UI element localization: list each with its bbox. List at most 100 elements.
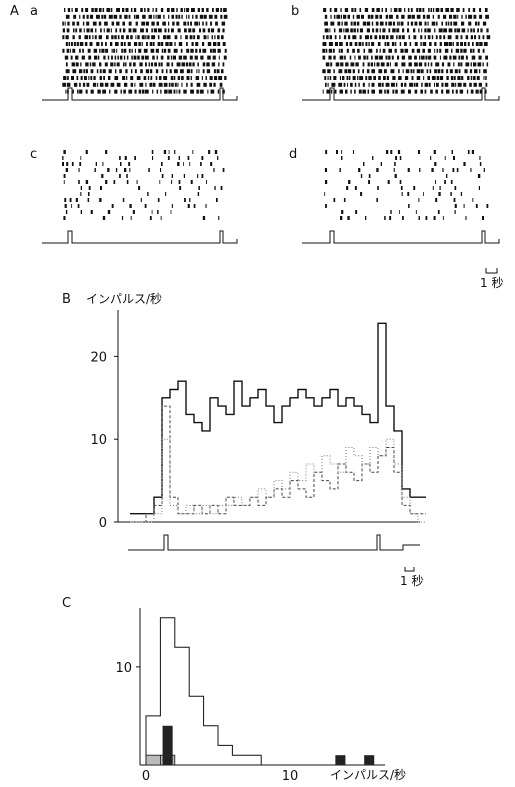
spike-mark: [402, 216, 404, 220]
spike-mark: [345, 42, 348, 46]
spike-mark: [101, 48, 105, 53]
spike-mark: [65, 14, 70, 19]
spike-mark: [133, 8, 137, 12]
spike-mark: [217, 89, 220, 94]
spike-mark: [167, 156, 170, 160]
spike-mark: [73, 42, 76, 46]
spike-mark: [422, 42, 427, 46]
spike-mark: [354, 55, 356, 60]
spike-mark: [110, 42, 113, 46]
spike-mark: [92, 21, 97, 26]
spike-mark: [378, 82, 382, 87]
spike-mark: [436, 76, 440, 80]
stimulus-trace: [302, 87, 500, 101]
spike-mark: [192, 62, 195, 67]
spike-mark: [470, 89, 474, 94]
spike-mark: [116, 21, 120, 26]
spike-mark: [450, 8, 454, 12]
spike-mark: [191, 42, 194, 46]
spike-mark: [460, 62, 463, 67]
spike-mark: [395, 156, 397, 160]
spike-mark: [346, 76, 349, 80]
spike-mark: [171, 180, 173, 184]
spike-mark: [99, 69, 102, 74]
spike-mark: [325, 82, 327, 87]
spike-mark: [113, 14, 118, 19]
spike-mark: [348, 180, 351, 184]
spike-mark: [418, 8, 422, 12]
spike-mark: [384, 69, 387, 74]
spike-mark: [85, 89, 88, 94]
spike-mark: [63, 180, 65, 184]
spike-mark: [402, 69, 404, 74]
spike-mark: [76, 76, 79, 80]
spike-mark: [407, 192, 410, 196]
spike-mark: [391, 55, 394, 60]
spike-mark: [410, 21, 414, 26]
spike-mark: [459, 89, 464, 94]
spike-mark: [393, 168, 395, 172]
spike-mark: [163, 14, 165, 19]
spike-mark: [110, 28, 112, 33]
spike-mark: [101, 174, 104, 178]
spike-mark: [456, 168, 459, 172]
spike-mark: [189, 198, 191, 202]
spike-mark: [180, 8, 183, 12]
spike-mark: [416, 8, 419, 12]
spike-mark: [439, 35, 442, 40]
spike-mark: [206, 69, 211, 74]
spike-mark: [350, 21, 353, 26]
spike-mark: [124, 168, 127, 172]
spike-mark: [327, 82, 329, 87]
spike-mark: [455, 82, 457, 87]
spike-mark: [443, 35, 446, 40]
spike-mark: [380, 62, 385, 67]
spike-mark: [482, 48, 485, 53]
spike-mark: [124, 156, 127, 160]
spike-mark: [413, 186, 416, 190]
spike-mark: [371, 8, 375, 12]
spike-mark: [185, 62, 189, 67]
spike-mark: [340, 8, 342, 12]
spike-mark: [163, 35, 167, 40]
spike-mark: [206, 180, 207, 184]
spike-mark: [460, 42, 463, 46]
spike-mark: [145, 28, 148, 33]
spike-mark: [468, 8, 470, 12]
spike-mark: [71, 62, 75, 67]
spike-mark: [442, 216, 444, 220]
spike-mark: [474, 35, 477, 40]
spike-mark: [214, 35, 216, 40]
spike-mark: [125, 8, 129, 12]
spike-mark: [110, 62, 114, 67]
spike-mark: [123, 48, 127, 53]
spike-mark: [444, 42, 448, 46]
spike-mark: [390, 210, 392, 214]
spike-mark: [435, 8, 440, 12]
spike-mark: [157, 42, 161, 46]
spike-mark: [82, 21, 85, 26]
spike-mark: [358, 55, 361, 60]
spike-mark: [395, 42, 397, 46]
spike-mark: [408, 35, 411, 40]
spike-mark: [120, 162, 122, 166]
spike-mark: [370, 35, 373, 40]
spike-mark: [453, 14, 457, 19]
spike-mark: [435, 198, 438, 202]
spike-mark: [151, 150, 154, 154]
spike-mark: [366, 21, 371, 26]
spike-mark: [396, 28, 400, 33]
spike-mark: [472, 42, 474, 46]
spike-mark: [424, 89, 427, 94]
spike-mark: [159, 76, 162, 80]
spike-mark: [379, 28, 381, 33]
spike-mark: [75, 28, 78, 33]
spike-mark: [467, 76, 470, 80]
spike-mark: [437, 210, 440, 214]
spike-mark: [67, 21, 70, 26]
spike-mark: [168, 89, 173, 94]
b-stimulus-trace: [128, 534, 420, 551]
spike-mark: [330, 14, 332, 19]
spike-mark: [414, 55, 417, 60]
spike-mark: [461, 21, 465, 26]
